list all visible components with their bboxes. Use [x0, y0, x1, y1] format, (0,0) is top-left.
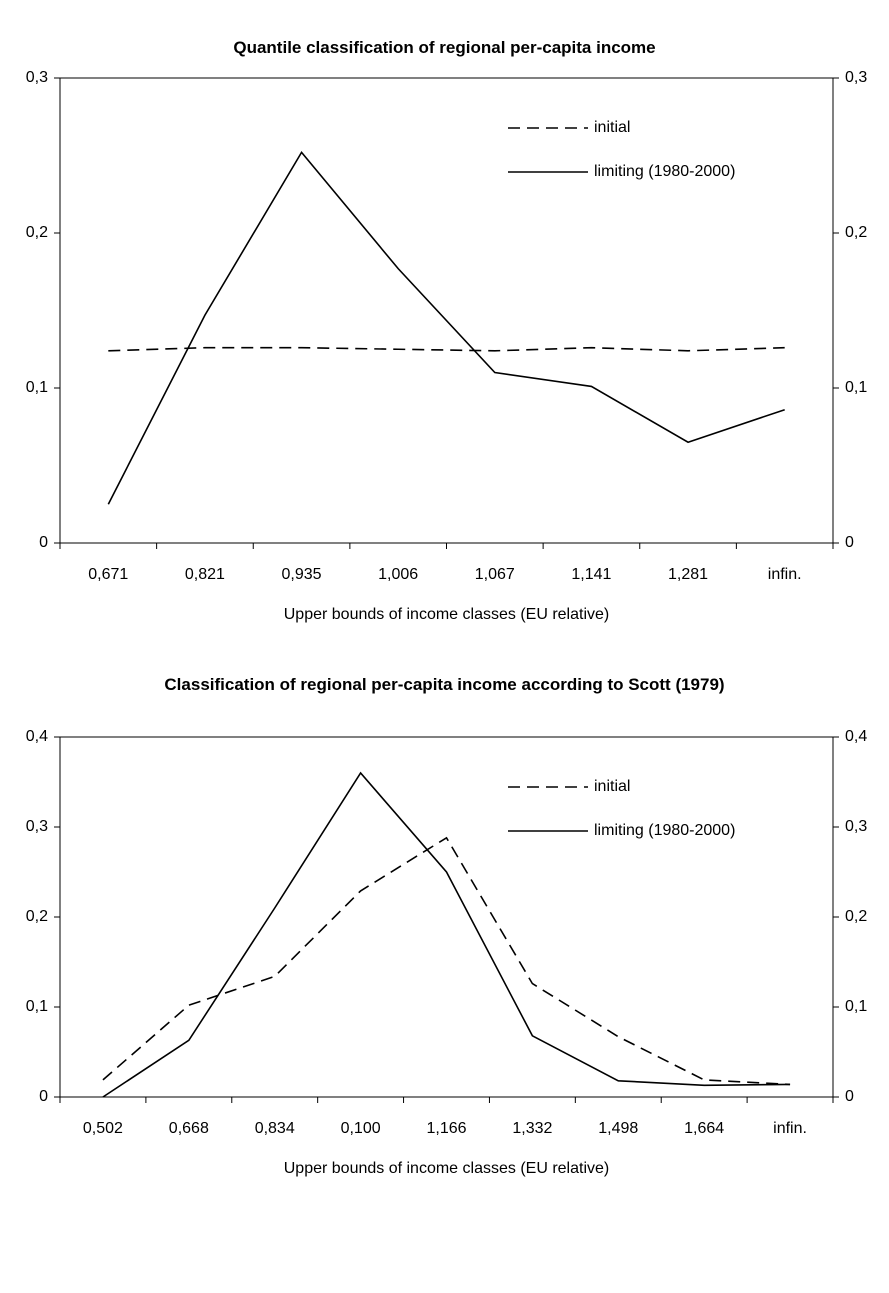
- y2-tick-label: 0,3: [845, 69, 867, 86]
- x-tick-label: 0,671: [88, 566, 128, 583]
- x-tick-label: 1,281: [668, 566, 708, 583]
- y-tick-label: 0: [39, 534, 48, 551]
- x-tick-label: 1,664: [684, 1120, 724, 1137]
- series-line: [102, 771, 791, 1098]
- x-tick-label: 0,502: [83, 1120, 123, 1137]
- y2-tick-label: 0: [845, 1088, 854, 1105]
- x-tick-label: 0,668: [169, 1120, 209, 1137]
- x-tick-label: 1,067: [475, 566, 515, 583]
- x-tick-label: 1,141: [571, 566, 611, 583]
- legend-label: initial: [594, 778, 630, 795]
- chart-title: Quantile classification of regional per-…: [233, 38, 656, 57]
- x-tick-label: 0,935: [282, 566, 322, 583]
- x-axis-label: Upper bounds of income classes (EU relat…: [284, 606, 609, 623]
- y-tick-label: 0,1: [26, 998, 48, 1015]
- x-tick-label: 0,834: [255, 1120, 295, 1137]
- y2-tick-label: 0,2: [845, 908, 867, 925]
- x-axis-label: Upper bounds of income classes (EU relat…: [284, 1160, 609, 1177]
- legend-label: limiting (1980-2000): [594, 163, 735, 180]
- y-tick-label: 0,4: [26, 728, 48, 745]
- x-tick-label: 0,100: [341, 1120, 381, 1137]
- x-tick-label: 1,006: [378, 566, 418, 583]
- x-tick-label: infin.: [768, 566, 802, 583]
- y-tick-label: 0,2: [26, 224, 48, 241]
- y-tick-label: 0,3: [26, 818, 48, 835]
- legend-label: limiting (1980-2000): [594, 822, 735, 839]
- chart: 0 0 0,1 0,1 0,2 0,2 0,3 0,3 0,4 0,4 0,502 0,668 0,83…: [26, 728, 868, 1177]
- y2-tick-label: 0,3: [845, 818, 867, 835]
- chart: 0 0 0,1 0,1 0,2 0,2 0,3 0,3 0,671 0,821 0,935 1,006…: [26, 69, 868, 623]
- y2-tick-label: 0,2: [845, 224, 867, 241]
- y2-tick-label: 0,1: [845, 998, 867, 1015]
- x-tick-label: 0,821: [185, 566, 225, 583]
- y2-tick-label: 0,1: [845, 379, 867, 396]
- chart-title: Classification of regional per-capita in…: [164, 675, 725, 694]
- plot-frame: [59, 77, 834, 544]
- series-line: [107, 151, 785, 505]
- y-tick-label: 0,3: [26, 69, 48, 86]
- y2-tick-label: 0: [845, 534, 854, 551]
- y2-tick-label: 0,4: [845, 728, 867, 745]
- series-line: [102, 836, 791, 1086]
- y-tick-label: 0,1: [26, 379, 48, 396]
- plot-frame: [59, 736, 834, 1098]
- x-tick-label: 1,498: [598, 1120, 638, 1137]
- series-line: [108, 346, 785, 352]
- x-tick-label: 1,166: [426, 1120, 466, 1137]
- x-tick-label: 1,332: [512, 1120, 552, 1137]
- x-tick-label: infin.: [773, 1120, 807, 1137]
- y-tick-label: 0: [39, 1088, 48, 1105]
- legend-label: initial: [594, 119, 630, 136]
- y-tick-label: 0,2: [26, 908, 48, 925]
